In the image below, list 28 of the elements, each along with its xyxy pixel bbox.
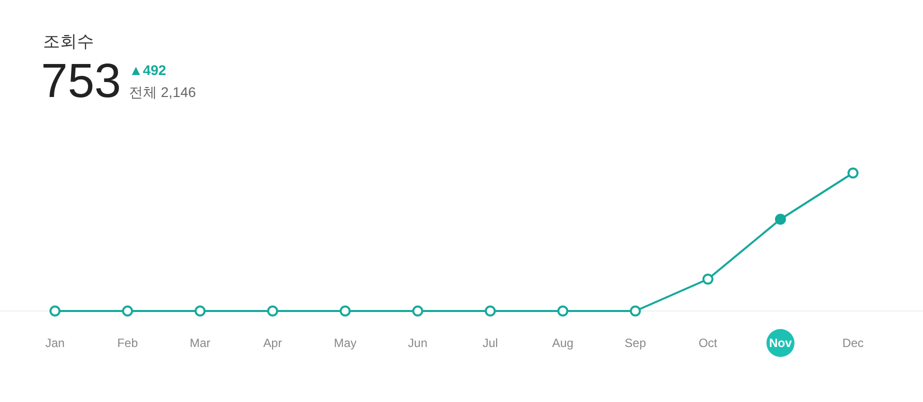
text: 전체 2,146 [129,84,196,100]
point [774,214,786,225]
point [630,306,641,316]
x-tick-label: Feb [117,336,138,350]
x-tick-label: Sep [624,336,646,350]
chart-title: 조회수 [43,32,94,51]
point [702,274,714,285]
x-tick-label: Apr [263,336,282,350]
point [50,306,60,316]
annotation: 753 [41,55,122,108]
point [557,306,568,316]
point [412,306,424,316]
x-tick-label: May [334,336,357,350]
point [340,306,351,316]
x-tick-label: Mar [190,336,210,350]
point [194,306,206,316]
x-tick-label: Jun [408,336,428,350]
x-tick-label: Jul [482,336,498,350]
x-tick-label: Jan [45,336,65,350]
point [267,306,278,316]
point [484,306,496,316]
x-tick-label: Dec [842,336,864,350]
x-tick-label: Aug [552,336,574,350]
text: ▲492 [129,62,166,78]
x-tick-label: Nov [769,336,792,350]
point [848,168,858,178]
point [122,306,134,316]
x-tick-label: Oct [698,336,718,350]
